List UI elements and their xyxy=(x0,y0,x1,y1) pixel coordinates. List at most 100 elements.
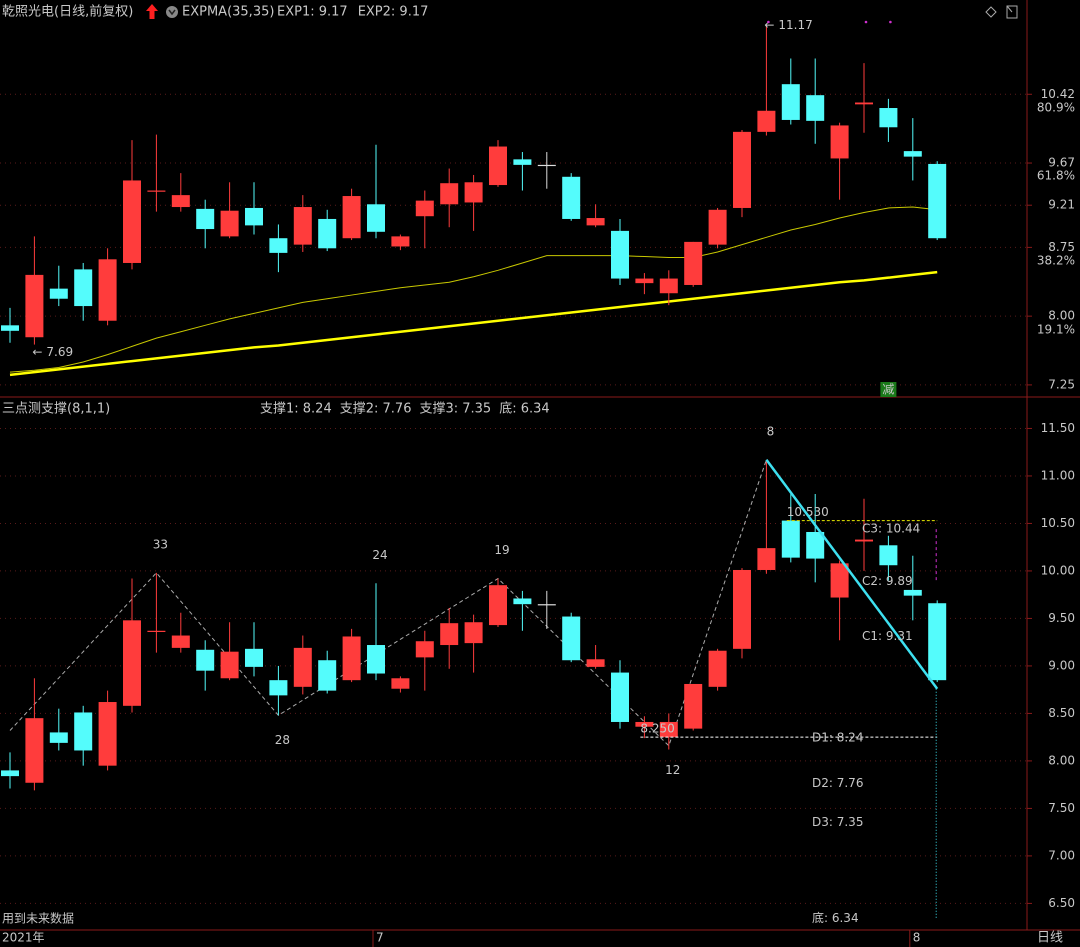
candle-body xyxy=(708,650,727,687)
y-tick-label: 10.00 xyxy=(1041,563,1075,577)
sub-indicator-name[interactable]: 三点测支撑(8,1,1) xyxy=(2,402,110,417)
candle-body xyxy=(74,269,93,307)
note: 用到未来数据 xyxy=(2,911,74,926)
y-tick-label: 8.00 xyxy=(1048,753,1075,767)
y-tick-label: 10.50 xyxy=(1041,516,1075,530)
candle-body xyxy=(1,325,19,331)
candle-body xyxy=(855,539,873,542)
candle-body xyxy=(98,259,117,321)
candle-body xyxy=(342,196,361,239)
candle-body xyxy=(293,207,312,245)
y-tick-label: 8.00 xyxy=(1048,309,1075,323)
y-tick-label: 11.50 xyxy=(1041,421,1075,435)
candle-body xyxy=(684,241,703,285)
candle-body xyxy=(928,163,947,239)
x-tick-label: 8 xyxy=(913,931,921,945)
candle-body xyxy=(659,278,678,294)
candle-body xyxy=(391,678,410,689)
candle-body xyxy=(586,218,605,226)
support-label: D2: 7.76 xyxy=(812,776,863,790)
candle-body xyxy=(147,190,166,192)
chart-title: 乾照光电(日线,前复权) xyxy=(2,4,133,20)
candle-body xyxy=(611,230,629,279)
candle-body xyxy=(611,672,629,722)
y-tick-label: 7.00 xyxy=(1048,848,1075,862)
candle-body xyxy=(806,95,825,121)
support-label: C1: 9.31 xyxy=(862,629,913,643)
fib-tick-label: 61.8% xyxy=(1037,168,1075,182)
candle-body xyxy=(25,718,44,783)
pivot-label: 8 xyxy=(767,424,775,438)
level-label: 8.250 xyxy=(640,722,674,736)
candle-body xyxy=(635,721,654,727)
level-label: 10.530 xyxy=(787,505,829,519)
candle-body xyxy=(489,146,507,186)
legend-entry: 支撑3: 7.35 xyxy=(419,402,491,417)
ema-line xyxy=(9,206,938,373)
y-tick-label: 9.50 xyxy=(1048,611,1075,625)
pivot-label: 19 xyxy=(494,543,509,557)
candle-body xyxy=(830,563,849,598)
candle-body xyxy=(415,200,434,217)
indicator-name[interactable]: EXPMA(35,35) xyxy=(182,5,274,20)
x-tick-label: 7 xyxy=(376,931,384,945)
y-tick-label: 8.50 xyxy=(1048,706,1075,720)
candle-body xyxy=(733,569,751,649)
candle-body xyxy=(928,603,947,681)
candle-body xyxy=(513,598,532,605)
candle-body xyxy=(733,131,751,208)
marker-dot xyxy=(864,20,868,24)
candle-body xyxy=(318,218,337,249)
candle-body xyxy=(196,649,215,671)
indicator-icon xyxy=(166,6,178,18)
candle-body xyxy=(830,125,849,159)
y-tick-label: 7.50 xyxy=(1048,801,1075,815)
candle-body xyxy=(220,210,239,237)
y-tick-label: 6.50 xyxy=(1048,896,1075,910)
marker-dot xyxy=(767,20,770,24)
pivot-label: 12 xyxy=(665,763,680,777)
panel-icon[interactable] xyxy=(1006,5,1018,19)
y-tick-label: 7.25 xyxy=(1048,377,1075,391)
support-label: D1: 8.24 xyxy=(812,731,863,745)
candle-body xyxy=(391,236,410,247)
candle-body xyxy=(98,702,117,766)
candle-body xyxy=(123,180,141,263)
candle-body xyxy=(171,635,190,648)
candle-body xyxy=(781,84,800,120)
candle-body xyxy=(171,195,190,208)
candle-body xyxy=(903,151,922,157)
trend-line xyxy=(765,459,939,690)
price-annotation: 11.17 xyxy=(778,18,812,32)
candle-body xyxy=(49,288,68,299)
candle-body xyxy=(245,648,263,667)
candle-body xyxy=(635,278,654,284)
candle-body xyxy=(757,548,776,570)
price-arrow: ← xyxy=(764,18,774,32)
candle-body xyxy=(1,770,19,777)
candle-body xyxy=(879,545,898,566)
candle-body xyxy=(269,680,288,696)
period-button[interactable]: 日线 xyxy=(1037,931,1063,946)
signal-label: 减 xyxy=(882,383,894,397)
candle-body xyxy=(123,620,141,706)
candle-body xyxy=(562,176,581,219)
support-label: C2: 9.89 xyxy=(862,574,913,588)
ema-line xyxy=(9,270,938,377)
candle-body xyxy=(684,683,703,729)
indicator-icon-arrow xyxy=(168,9,176,16)
candle-body xyxy=(220,651,239,679)
price-arrow: ← xyxy=(32,345,42,359)
candle-body xyxy=(269,238,288,253)
candle-body xyxy=(537,164,556,167)
candle-body xyxy=(513,159,532,165)
diamond-icon[interactable] xyxy=(985,6,997,18)
candle-body xyxy=(293,647,312,687)
candle-body xyxy=(879,108,898,128)
candle-body xyxy=(367,645,385,674)
candle-body xyxy=(440,183,459,205)
candle-body xyxy=(318,660,337,691)
candle-body xyxy=(708,209,727,245)
support-label: 底: 6.34 xyxy=(812,910,859,925)
